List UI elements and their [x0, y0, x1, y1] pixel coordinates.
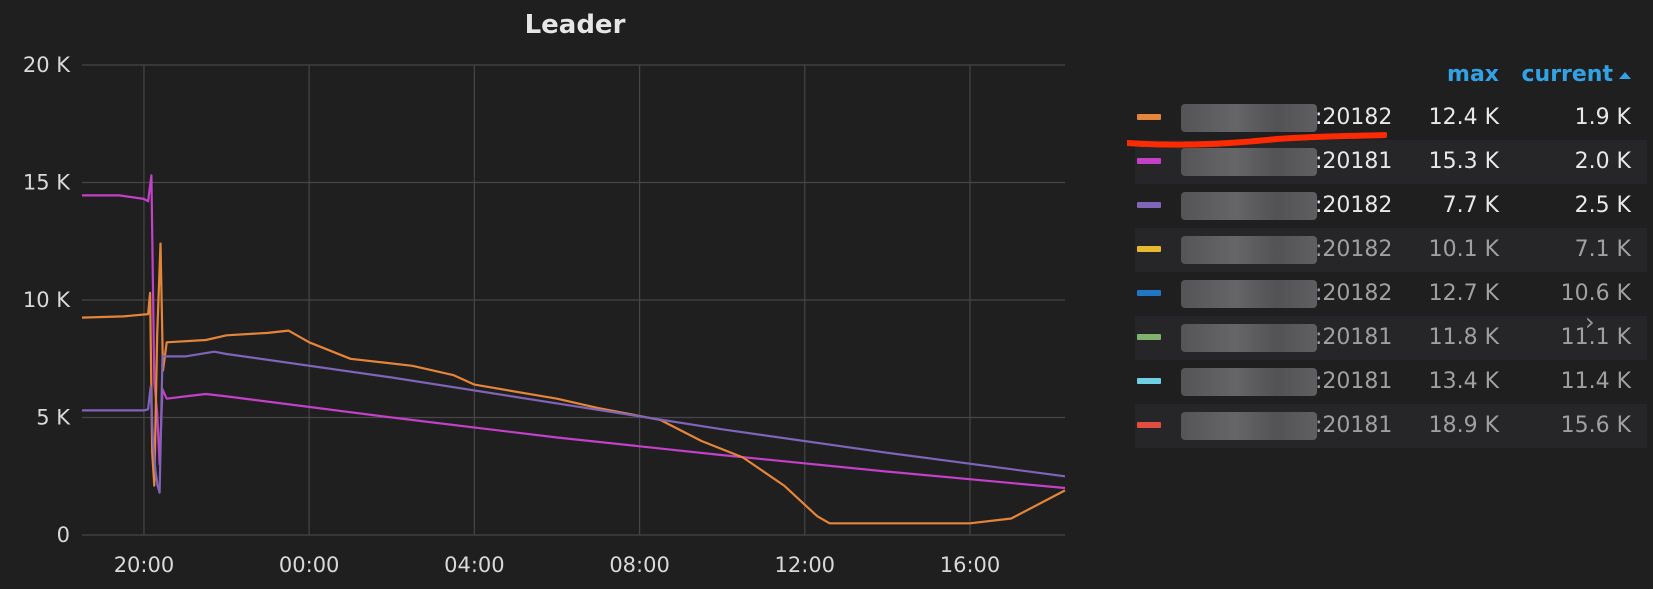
- leader-line-chart: 0 5 K 10 K 15 K 20 K 20:00 00:00 04:00 08:00 12:0…: [23, 53, 1066, 577]
- chart-grid: [82, 64, 1065, 536]
- legend-max-value: 10.1 K: [1428, 237, 1499, 262]
- legend-max-value: 18.9 K: [1428, 413, 1499, 438]
- series-color-swatch: [1137, 114, 1161, 120]
- redacted-host-label: [1181, 280, 1317, 308]
- legend-series-name: :20182: [1315, 281, 1393, 306]
- legend-table: max current :20182 12.4 K 1.9 K :20181 15.3 …: [1135, 58, 1647, 448]
- series-color-swatch: [1137, 378, 1161, 384]
- redacted-host-label: [1181, 192, 1317, 220]
- y-tick-label: 15 K: [23, 171, 71, 195]
- legend-row[interactable]: :20182 12.4 K 1.9 K: [1135, 96, 1647, 140]
- legend-series-name: :20182: [1315, 237, 1393, 262]
- legend-series-name: :20181: [1315, 413, 1393, 438]
- panel-title: Leader: [524, 10, 626, 40]
- series-color-swatch: [1137, 202, 1161, 208]
- y-tick-label: 10 K: [23, 288, 71, 312]
- legend-current-value: 2.0 K: [1574, 149, 1631, 174]
- legend-row[interactable]: :20181 13.4 K 11.4 K: [1135, 360, 1647, 404]
- series-line-3: [82, 350, 1066, 494]
- chevron-right-icon[interactable]: ›: [1585, 308, 1595, 336]
- legend-max-value: 7.7 K: [1442, 193, 1499, 218]
- legend-row[interactable]: :20182 10.1 K 7.1 K: [1135, 228, 1647, 272]
- series-line-1: [82, 174, 1066, 490]
- legend-current-value: 1.9 K: [1574, 105, 1631, 130]
- red-underline-annotation: [1127, 132, 1387, 148]
- legend-rows: :20182 12.4 K 1.9 K :20181 15.3 K 2.0 K :20182…: [1135, 96, 1647, 448]
- series-line-2: [81, 242, 1066, 525]
- redacted-host-label: [1181, 368, 1317, 396]
- chart-axes: 0 5 K 10 K 15 K 20 K 20:00 00:00 04:00 08:00 12:0…: [23, 53, 1000, 577]
- legend-series-name: :20181: [1315, 369, 1393, 394]
- legend-series-name: :20182: [1315, 193, 1393, 218]
- legend-max-value: 13.4 K: [1428, 369, 1499, 394]
- legend-max-value: 15.3 K: [1428, 149, 1499, 174]
- series-color-swatch: [1137, 158, 1161, 164]
- legend-current-value: 10.6 K: [1560, 281, 1631, 306]
- x-tick-label: 04:00: [444, 553, 505, 577]
- legend-current-value: 7.1 K: [1574, 237, 1631, 262]
- series-color-swatch: [1137, 290, 1161, 296]
- legend-max-value: 12.7 K: [1428, 281, 1499, 306]
- legend-sort-current[interactable]: current: [1521, 62, 1631, 87]
- legend-header: max current: [1135, 58, 1647, 96]
- x-tick-label: 00:00: [279, 553, 340, 577]
- legend-sort-max[interactable]: max: [1447, 62, 1499, 87]
- x-tick-label: 16:00: [940, 553, 1001, 577]
- legend-row[interactable]: :20181 15.3 K 2.0 K: [1135, 140, 1647, 184]
- legend-max-value: 12.4 K: [1428, 105, 1499, 130]
- x-tick-label: 20:00: [114, 553, 175, 577]
- x-tick-label: 08:00: [609, 553, 670, 577]
- chart-series: [81, 174, 1066, 525]
- legend-row[interactable]: :20182 7.7 K 2.5 K: [1135, 184, 1647, 228]
- redacted-host-label: [1181, 324, 1317, 352]
- redacted-host-label: [1181, 236, 1317, 264]
- legend-current-value: 15.6 K: [1560, 413, 1631, 438]
- legend-series-name: :20181: [1315, 149, 1393, 174]
- legend-current-value: 11.1 K: [1560, 325, 1631, 350]
- legend-series-name: :20181: [1315, 325, 1393, 350]
- legend-current-value: 2.5 K: [1574, 193, 1631, 218]
- legend-series-name: :20182: [1315, 105, 1393, 130]
- series-color-swatch: [1137, 246, 1161, 252]
- legend-row[interactable]: :20182 12.7 K 10.6 K: [1135, 272, 1647, 316]
- redacted-host-label: [1181, 104, 1317, 132]
- series-color-swatch: [1137, 334, 1161, 340]
- redacted-host-label: [1181, 148, 1317, 176]
- legend-row[interactable]: :20181 18.9 K 15.6 K: [1135, 404, 1647, 448]
- legend-current-value: 11.4 K: [1560, 369, 1631, 394]
- series-color-swatch: [1137, 422, 1161, 428]
- y-tick-label: 0: [57, 523, 70, 547]
- y-tick-label: 20 K: [23, 53, 71, 77]
- y-tick-label: 5 K: [36, 406, 71, 430]
- x-tick-label: 12:00: [775, 553, 836, 577]
- redacted-host-label: [1181, 412, 1317, 440]
- legend-max-value: 11.8 K: [1428, 325, 1499, 350]
- legend-row[interactable]: :20181 11.8 K 11.1 K: [1135, 316, 1647, 360]
